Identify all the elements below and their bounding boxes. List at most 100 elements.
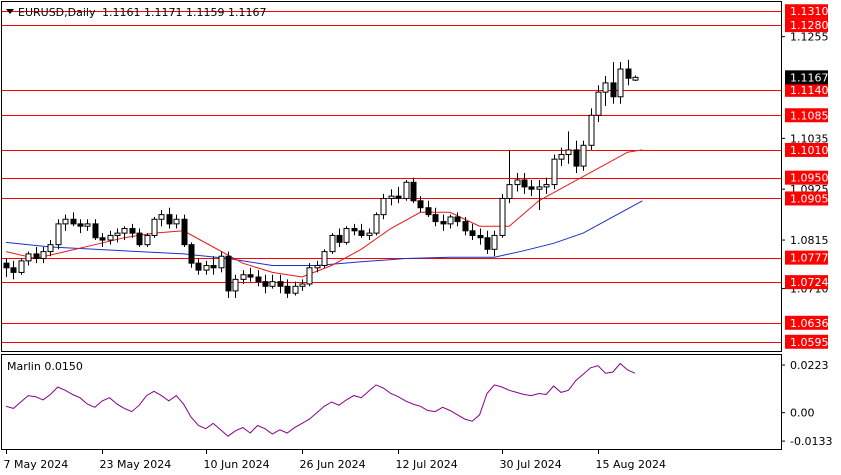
candle-body-up — [306, 267, 313, 285]
candle — [462, 216, 469, 236]
candle — [536, 179, 543, 211]
level-label: 1.1085 — [790, 109, 829, 122]
candle-body-up — [173, 218, 180, 225]
indicator-title: Marlin 0.0150 — [7, 360, 83, 373]
candle — [158, 210, 165, 227]
candle-body-down — [166, 214, 173, 225]
candle — [18, 258, 25, 275]
candle — [188, 242, 195, 268]
candle-body-up — [565, 149, 572, 156]
level-label: 1.1140 — [790, 84, 829, 97]
candle — [543, 177, 550, 194]
candle-body-down — [277, 281, 284, 287]
level-label: 1.0905 — [790, 192, 829, 205]
candle-body-down — [454, 216, 461, 223]
time-tick-label: 12 Jul 2024 — [396, 458, 458, 471]
price-tick-label: 1.1035 — [790, 132, 829, 145]
candle — [469, 223, 476, 241]
candle-body-down — [462, 221, 469, 232]
chart-ohlc: 1.1161 1.1171 1.1159 1.1167 — [102, 6, 266, 19]
candle — [499, 193, 506, 238]
candle — [358, 223, 365, 238]
time-tick-label: 10 Jun 2024 — [204, 458, 270, 471]
level-label: 1.0636 — [790, 317, 829, 330]
candle — [144, 233, 151, 247]
candle — [484, 230, 491, 254]
price-axis: 1.12551.10351.09251.08151.07101.13101.12… — [781, 4, 829, 349]
candle-body-down — [521, 179, 528, 188]
candle — [107, 230, 114, 245]
candle-body-up — [602, 82, 609, 93]
candle — [528, 179, 535, 197]
candle — [92, 219, 99, 241]
candle — [195, 258, 202, 275]
candle-body-down — [225, 255, 232, 292]
level-label-bg — [785, 250, 828, 265]
candle-body-up — [151, 218, 158, 236]
candle-body-down — [210, 264, 217, 269]
price-tick-label: 1.1255 — [790, 31, 829, 44]
candle-body-up — [62, 218, 69, 225]
candle-body-down — [358, 230, 365, 236]
candle-body-up — [632, 76, 639, 81]
price-tick-label: 1.0815 — [790, 234, 829, 247]
candle-body-up — [158, 214, 165, 220]
osc-tick-label: -0.0133 — [790, 435, 832, 448]
candle — [114, 228, 121, 243]
candle — [299, 279, 306, 291]
candle — [10, 260, 17, 280]
level-label-bg — [785, 315, 828, 330]
candle-body-up — [491, 234, 498, 250]
candle — [70, 212, 77, 227]
candle-body-down — [410, 181, 417, 202]
candle-body-down — [484, 237, 491, 250]
candle-body-up — [144, 234, 151, 246]
osc-tick-label: 0.0223 — [790, 359, 829, 372]
candle-body-up — [25, 253, 32, 262]
candle-body-up — [447, 216, 454, 225]
collapse-triangle-icon[interactable] — [6, 9, 14, 14]
candle-body-up — [403, 181, 410, 199]
level-label: 1.0777 — [790, 252, 829, 265]
candle-body-up — [299, 283, 306, 287]
candle-body-up — [380, 197, 387, 216]
candle — [588, 108, 595, 150]
candle-body-down — [255, 276, 262, 283]
candle — [625, 59, 632, 86]
current-price-label: 1.1167 — [790, 71, 829, 84]
candle — [388, 189, 395, 206]
candle-body-down — [136, 232, 143, 246]
candle — [617, 62, 624, 104]
candle-body-up — [218, 255, 225, 269]
candle — [514, 173, 521, 192]
candle-body-down — [528, 186, 535, 190]
candle-body-down — [181, 218, 188, 246]
candle-body-down — [262, 281, 269, 287]
candle — [336, 228, 343, 247]
candle — [166, 207, 173, 229]
candle-body-down — [188, 244, 195, 264]
candle — [580, 140, 587, 171]
candle-body-down — [477, 234, 484, 239]
candle — [203, 260, 210, 275]
candle-body-up — [40, 251, 47, 260]
level-label-bg — [785, 82, 828, 97]
candle — [314, 260, 321, 273]
level-label-bg — [785, 170, 828, 185]
candle — [3, 258, 10, 278]
candle — [262, 274, 269, 294]
candle — [232, 274, 239, 298]
time-tick-label: 26 Jun 2024 — [300, 458, 366, 471]
candle — [99, 233, 106, 247]
candle — [77, 219, 84, 234]
candle-body-down — [573, 149, 580, 167]
candle-body-up — [292, 285, 299, 294]
candle — [491, 230, 498, 257]
candle — [506, 149, 513, 204]
candle-body-down — [10, 267, 17, 273]
candle — [403, 179, 410, 201]
candle-body-up — [329, 234, 336, 253]
candle-body-down — [33, 253, 40, 260]
candle — [225, 251, 232, 298]
